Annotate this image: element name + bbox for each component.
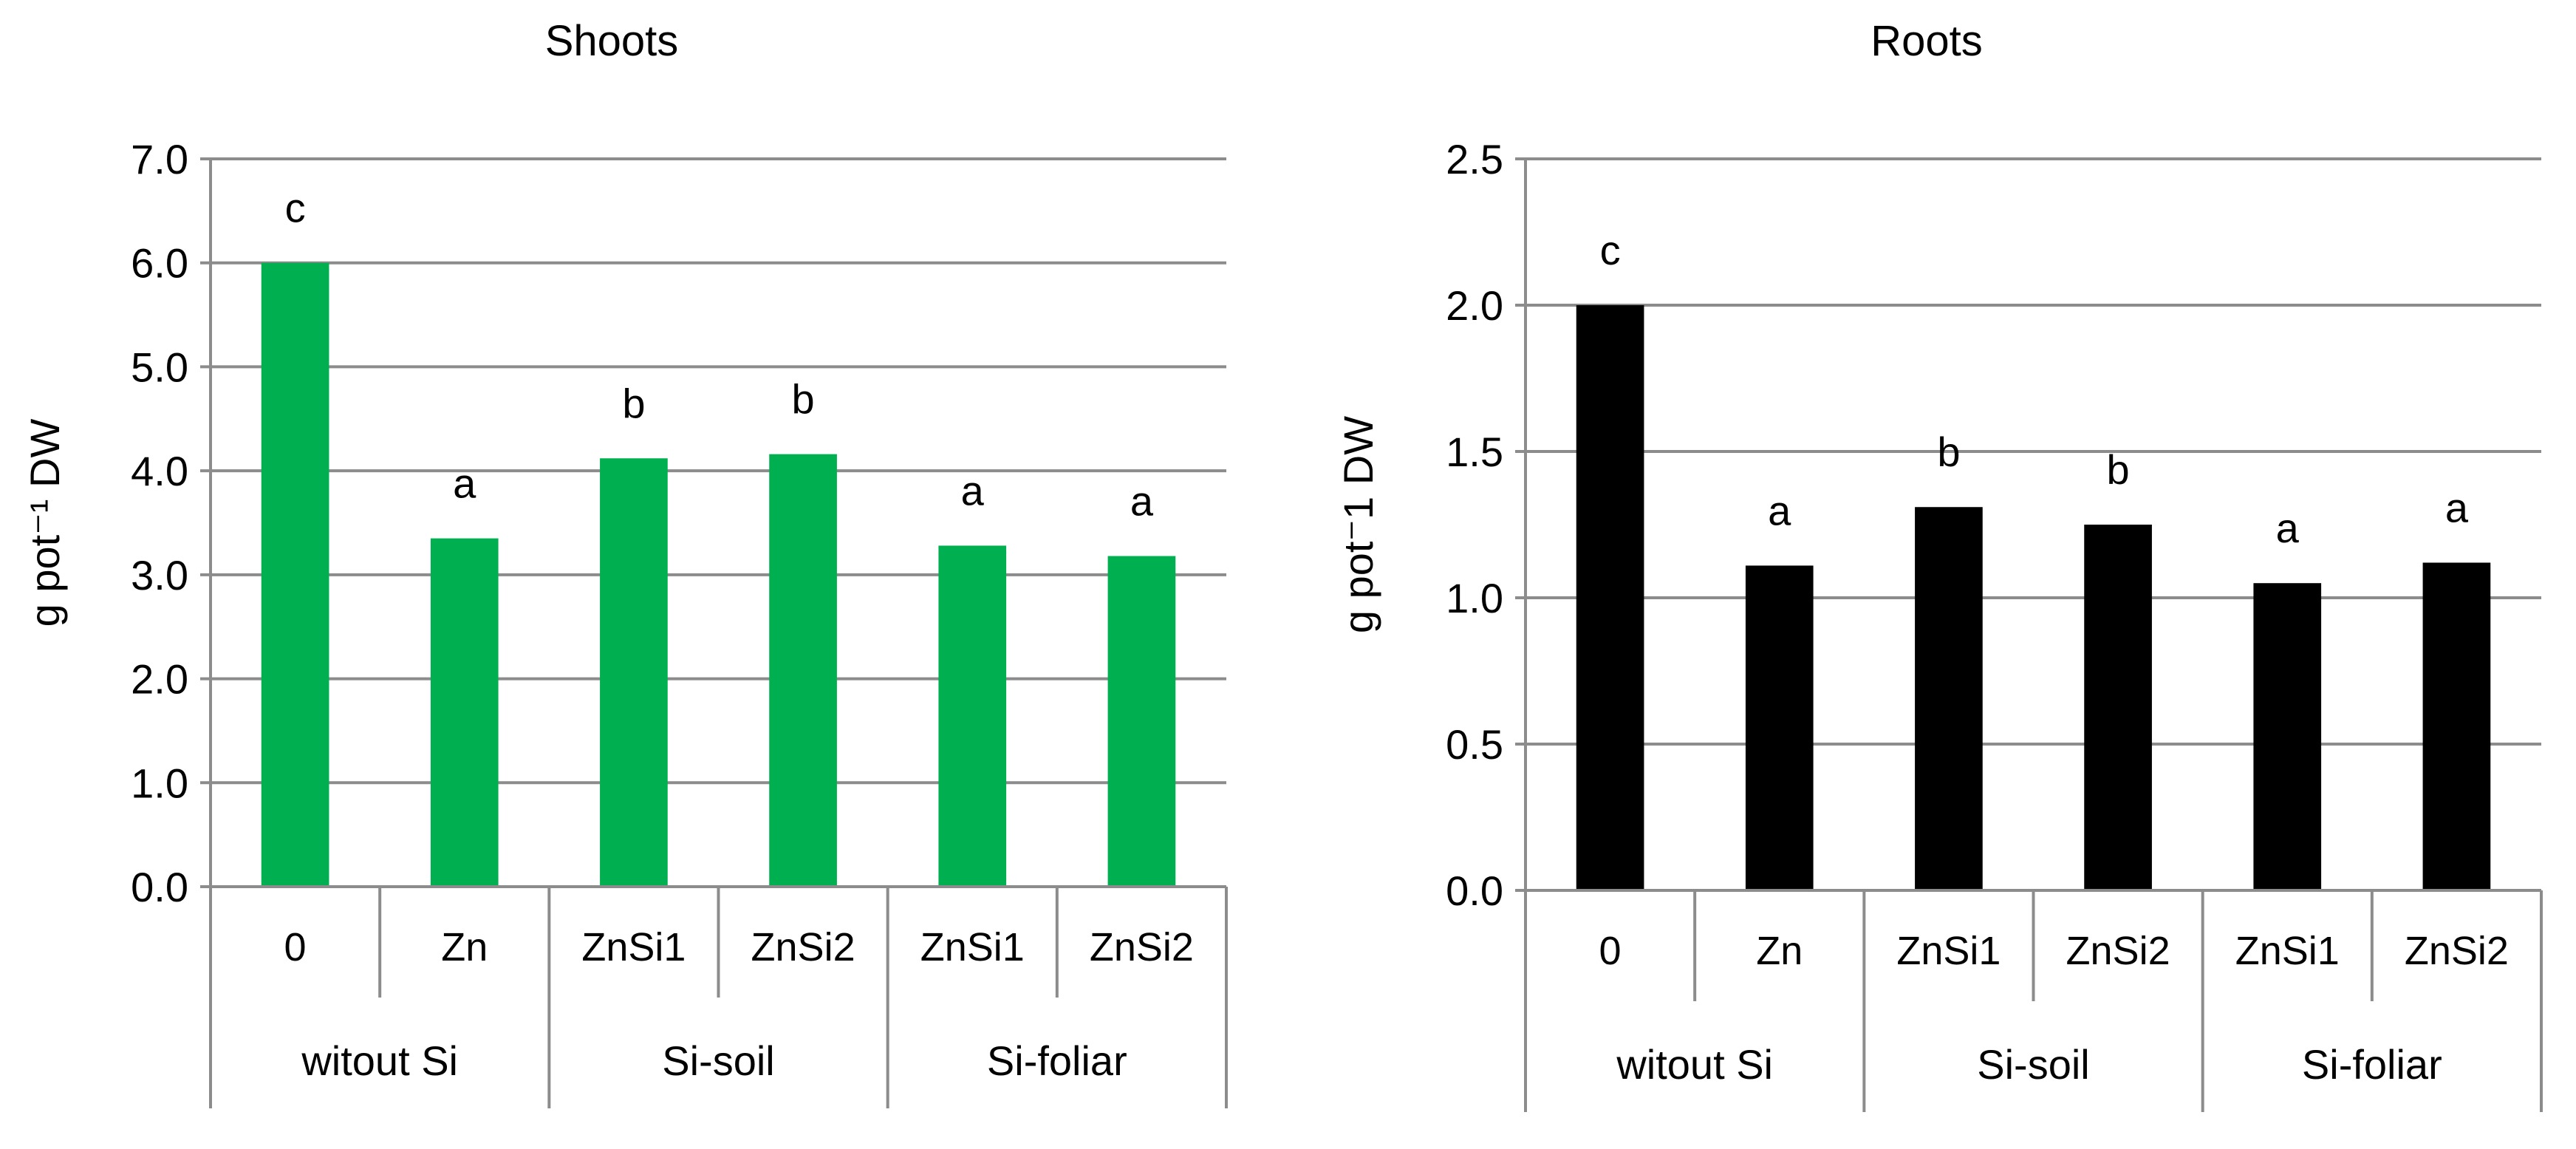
shoots-group-label: Si-foliar	[987, 1037, 1127, 1084]
roots-bar-significance-label: c	[1600, 227, 1621, 273]
roots-bar	[2253, 583, 2322, 890]
roots-group-label: witout Si	[1616, 1041, 1773, 1088]
roots-bar-significance-label: a	[2445, 484, 2469, 531]
shoots-y-tick-label: 1.0	[131, 760, 188, 806]
shoots-title: Shoots	[545, 17, 679, 65]
roots-bar	[2422, 562, 2491, 890]
roots-bar-significance-label: a	[1768, 487, 1791, 533]
roots-bar	[1576, 305, 1644, 890]
shoots-y-tick-label: 4.0	[131, 448, 188, 494]
roots-bar-significance-label: a	[2276, 505, 2300, 551]
roots-category-label: 0	[1599, 929, 1622, 973]
shoots-y-tick-label: 7.0	[131, 136, 188, 183]
roots-group-label: Si-foliar	[2302, 1041, 2442, 1088]
roots-category-label: ZnSi1	[2235, 929, 2340, 973]
roots-y-tick-label: 1.5	[1446, 429, 1503, 475]
shoots-bar	[1107, 556, 1176, 887]
shoots-bar	[430, 538, 499, 887]
shoots-y-tick-label: 2.0	[131, 656, 188, 703]
roots-category-label: Zn	[1756, 929, 1803, 973]
shoots-bar-significance-label: a	[453, 460, 476, 507]
roots-y-tick-label: 2.5	[1446, 136, 1503, 183]
shoots-chart: Shoots 0.0 1.0 2.0 3.0 4.0 5.0 6.0 7.0 g pot⁻¹ DW…	[21, 17, 1228, 1108]
shoots-bar	[261, 262, 329, 887]
roots-y-axis-title: g pot⁻1 DW	[1335, 416, 1381, 633]
shoots-y-axis-title: g pot⁻¹ DW	[21, 419, 68, 627]
roots-bar	[1915, 507, 1983, 890]
roots-chart: Roots 0.0 0.5 1.0 1.5 2.0 2.5 g pot⁻1 DW c 0 a Zn b Z…	[1335, 17, 2543, 1112]
roots-bar-significance-label: b	[2107, 446, 2130, 493]
shoots-category-label: 0	[284, 925, 307, 969]
shoots-bar-significance-label: b	[792, 376, 815, 423]
shoots-category-label: ZnSi1	[920, 925, 1025, 969]
roots-y-tick-label: 0.0	[1446, 867, 1503, 914]
shoots-bar	[600, 458, 668, 887]
roots-bar	[2084, 525, 2152, 890]
shoots-bar	[769, 454, 837, 887]
roots-y-tick-label: 2.0	[1446, 282, 1503, 329]
shoots-y-tick-label: 5.0	[131, 344, 188, 390]
roots-group-label: Si-soil	[1977, 1041, 2089, 1088]
shoots-bar-significance-label: a	[961, 467, 985, 514]
shoots-bar-significance-label: b	[622, 380, 645, 426]
shoots-y-tick-label: 6.0	[131, 240, 188, 287]
shoots-y-tick-label: 0.0	[131, 864, 188, 910]
shoots-category-label: ZnSi2	[751, 925, 855, 969]
roots-bar-significance-label: b	[1937, 429, 1960, 475]
shoots-bar-significance-label: c	[285, 185, 306, 231]
shoots-bar	[938, 545, 1007, 887]
roots-bar	[1745, 565, 1814, 890]
roots-category-label: ZnSi2	[2066, 929, 2170, 973]
shoots-category-label: Zn	[441, 925, 488, 969]
shoots-category-label: ZnSi1	[581, 925, 686, 969]
roots-y-tick-label: 1.0	[1446, 575, 1503, 621]
shoots-group-label: Si-soil	[662, 1037, 774, 1084]
shoots-bar-significance-label: a	[1130, 478, 1154, 525]
roots-y-tick-label: 0.5	[1446, 721, 1503, 768]
roots-category-label: ZnSi2	[2405, 929, 2509, 973]
roots-title: Roots	[1870, 17, 1983, 65]
shoots-y-tick-label: 3.0	[131, 552, 188, 599]
shoots-group-label: witout Si	[301, 1037, 458, 1084]
roots-category-label: ZnSi1	[1896, 929, 2001, 973]
shoots-category-label: ZnSi2	[1090, 925, 1194, 969]
